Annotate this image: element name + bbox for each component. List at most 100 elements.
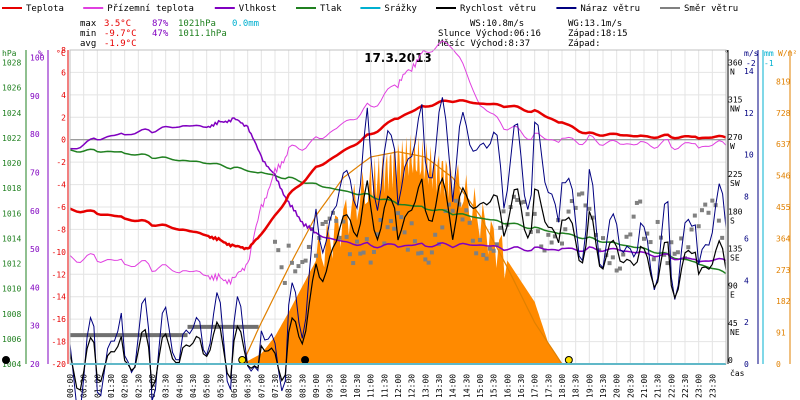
wind-direction-point	[710, 198, 715, 203]
wind-direction-point	[446, 202, 451, 207]
x-tick: 12:30	[408, 374, 417, 398]
c-tick: 0	[61, 136, 66, 145]
wind-direction-point	[300, 260, 305, 265]
ms-tick: 0	[744, 360, 749, 369]
wind-direction-point	[679, 236, 684, 241]
x-tick: 02:30	[134, 374, 143, 398]
wind-direction-point	[689, 227, 694, 232]
wind-direction-point	[330, 210, 335, 215]
x-tick: 02:00	[121, 374, 130, 398]
hpa-tick: 1016	[2, 209, 21, 218]
ms-top-tick: -2	[746, 59, 756, 68]
wind-direction-point	[273, 239, 277, 244]
wind-direction-point	[563, 227, 568, 232]
wind-direction-point	[392, 226, 397, 231]
x-tick: 13:00	[421, 374, 430, 398]
wind-direction-point	[720, 235, 725, 240]
hpa-tick: 1004	[2, 360, 21, 369]
pct-tick: 50	[30, 245, 40, 254]
wind-direction-point	[610, 255, 615, 260]
wind-direction-point	[344, 234, 349, 239]
hpa-tick: 1012	[2, 260, 21, 269]
dir-tick: 45	[728, 319, 738, 328]
stat-wg: WG:13.1m/s	[568, 19, 622, 29]
x-tick: 23:00	[695, 374, 704, 398]
wind-direction-point	[498, 225, 503, 230]
wind-direction-point	[279, 265, 284, 270]
wind-direction-point	[399, 215, 404, 220]
wind-direction-point	[347, 252, 352, 257]
stat-avg-temp: -1.9°C	[104, 39, 137, 49]
stat-min-press: 1011.1hPa	[178, 29, 227, 39]
wind-direction-point	[426, 260, 431, 265]
wind-direction-point	[405, 247, 410, 252]
legend-label: Srážky	[384, 4, 417, 14]
x-tick: 21:00	[640, 374, 649, 398]
legend-label: Směr větru	[684, 4, 738, 14]
c-tick: 2	[61, 113, 66, 122]
mm-top-tick: -1	[764, 59, 774, 68]
wind-direction-point	[364, 237, 369, 242]
x-tick: 11:00	[367, 374, 376, 398]
mm-axis-label: mm	[764, 49, 774, 58]
x-tick: 05:30	[216, 374, 225, 398]
legend-label: Tlak	[320, 4, 342, 14]
x-axis-label: čas	[730, 368, 745, 378]
wind-direction-point	[686, 245, 691, 250]
ms-tick: 10	[744, 151, 754, 160]
dir-tick-side: N	[730, 68, 735, 77]
wind-direction-point	[487, 246, 492, 251]
wind-direction-point	[314, 253, 318, 258]
wind-direction-point	[382, 241, 387, 246]
temperature-line	[69, 99, 727, 251]
x-tick: 14:00	[449, 374, 458, 398]
c-tick: -14	[52, 293, 67, 302]
x-tick: 06:00	[230, 374, 239, 398]
ms-tick: 6	[744, 234, 749, 243]
dir-tick: 225	[728, 170, 743, 179]
x-tick: 07:30	[271, 374, 280, 398]
wind-direction-point	[450, 208, 455, 213]
wind-direction-point	[525, 212, 530, 217]
dir-tick-side: SE	[730, 253, 740, 262]
c-tick: -10	[52, 248, 67, 257]
wind-direction-point	[648, 240, 653, 245]
hpa-tick: 1010	[2, 285, 21, 294]
wind-direction-point	[385, 225, 390, 230]
x-tick: 07:00	[257, 374, 266, 398]
wind-direction-point	[716, 218, 721, 223]
wind-direction-point	[569, 199, 574, 204]
wind-direction-point	[491, 248, 496, 253]
ms-tick: 12	[744, 109, 754, 118]
x-tick: 20:30	[626, 374, 635, 398]
c-tick: 8	[61, 46, 66, 55]
wind-direction-point	[276, 248, 281, 253]
stat-label: max	[80, 19, 97, 29]
hpa-tick: 1018	[2, 184, 21, 193]
x-tick: 18:00	[558, 374, 567, 398]
stat-min-temp: -9.7°C	[104, 29, 137, 39]
x-tick: 20:00	[613, 374, 622, 398]
moonrise-marker	[301, 356, 310, 364]
x-tick: 11:30	[380, 374, 389, 398]
wind-direction-point	[402, 230, 407, 235]
ground-temp-line	[69, 40, 727, 286]
wind-direction-point	[696, 224, 701, 229]
hpa-tick: 1006	[2, 335, 21, 344]
wind-direction-point	[566, 209, 571, 214]
wind-direction-point	[590, 215, 595, 220]
wind-direction-point	[470, 238, 475, 243]
x-tick: 15:00	[476, 374, 485, 398]
c-tick: 4	[61, 91, 66, 100]
x-tick: 13:30	[435, 374, 444, 398]
dir-tick-side: S	[730, 216, 735, 225]
c-tick: -16	[52, 315, 67, 324]
c-tick: 6	[61, 68, 66, 77]
x-tick: 10:30	[353, 374, 362, 398]
hpa-tick: 1008	[2, 310, 21, 319]
wm-tick: 91	[776, 329, 786, 338]
wind-direction-point	[433, 232, 438, 237]
wind-direction-point	[706, 210, 711, 215]
wind-direction-point	[651, 257, 656, 262]
